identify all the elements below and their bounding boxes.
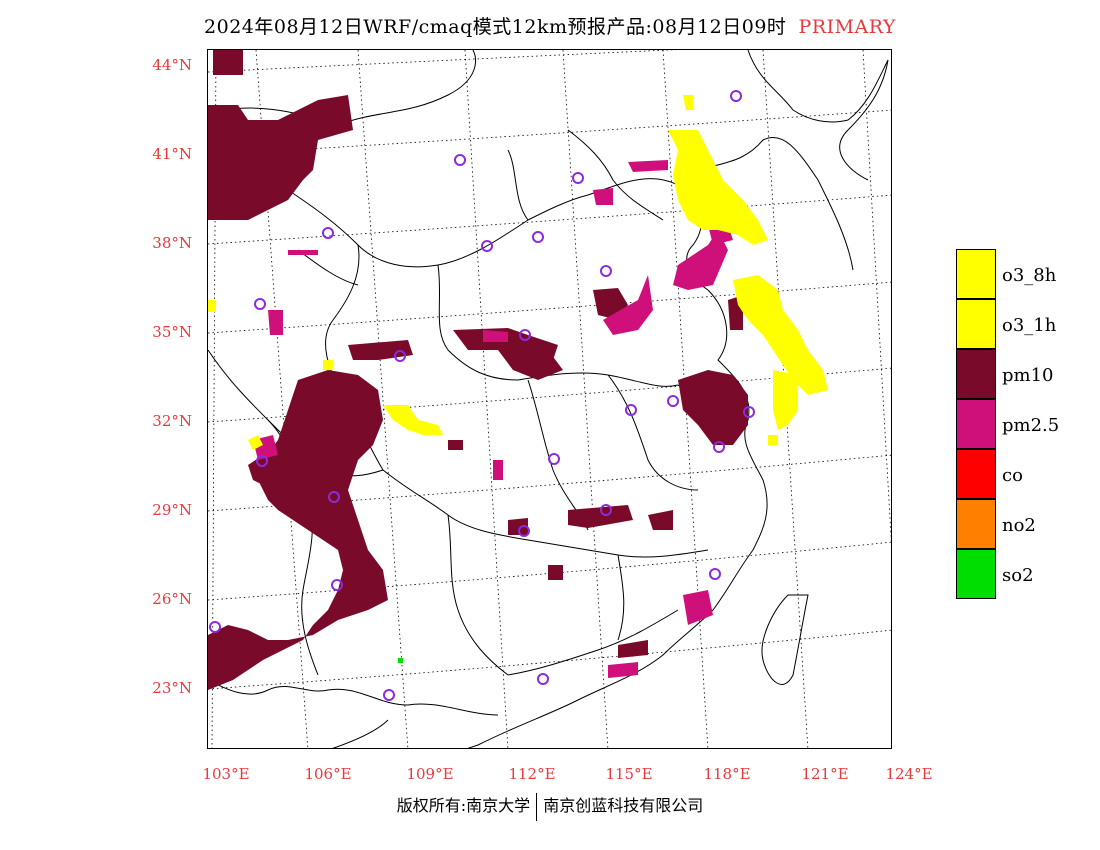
station-markers (209, 90, 755, 701)
legend-swatch-no2 (956, 499, 996, 549)
legend-label-no2: no2 (1002, 515, 1036, 536)
legend-swatch-o3-1h (956, 299, 996, 349)
lat-label-29n: 29°N (152, 501, 192, 519)
map-title: 2024年08月12日WRF/cmaq模式12km预报产品:08月12日09时 P… (0, 12, 1100, 39)
lon-label-121e: 121°E (801, 765, 849, 783)
legend-label-o3-8h: o3_8h (1002, 265, 1057, 286)
lat-label-32n: 32°N (152, 412, 192, 430)
legend-label-o3-1h: o3_1h (1002, 315, 1057, 336)
pm10-patches (208, 50, 748, 690)
lat-label-23n: 23°N (152, 679, 192, 697)
lon-label-106e: 106°E (304, 765, 352, 783)
title-main: 2024年08月12日WRF/cmaq模式12km预报产品:08月12日09时 (204, 16, 787, 38)
lon-label-115e: 115°E (605, 765, 653, 783)
legend-label-so2: so2 (1002, 565, 1034, 586)
legend-label-co: co (1002, 465, 1023, 486)
lat-label-38n: 38°N (152, 234, 192, 252)
pollution-map (208, 50, 891, 748)
copyright-footer: 版权所有:南京大学 南京创蓝科技有限公司 (0, 792, 1100, 821)
so2-pixel (398, 658, 403, 663)
lat-label-26n: 26°N (152, 590, 192, 608)
map-panel (207, 49, 892, 749)
lon-label-118e: 118°E (703, 765, 751, 783)
lat-label-41n: 41°N (152, 145, 192, 163)
legend-swatch-co (956, 449, 996, 499)
lat-label-35n: 35°N (152, 323, 192, 341)
o3-patches (208, 95, 828, 450)
legend-swatch-pm25 (956, 399, 996, 449)
pm25-patches (253, 160, 733, 678)
lon-label-112e: 112°E (508, 765, 556, 783)
lon-label-109e: 109°E (406, 765, 454, 783)
footer-divider (536, 792, 538, 821)
legend-swatch-o3-8h (956, 249, 996, 299)
lat-label-44n: 44°N (152, 56, 192, 74)
copyright-left: 版权所有:南京大学 (396, 796, 531, 815)
lon-label-103e: 103°E (202, 765, 250, 783)
legend-label-pm10: pm10 (1002, 365, 1054, 386)
legend-label-pm25: pm2.5 (1002, 415, 1060, 436)
copyright-right: 南京创蓝科技有限公司 (543, 796, 704, 815)
lon-label-124e: 124°E (885, 765, 933, 783)
legend-swatch-so2 (956, 549, 996, 599)
title-tag: PRIMARY (798, 16, 896, 38)
legend-swatch-pm10 (956, 349, 996, 399)
